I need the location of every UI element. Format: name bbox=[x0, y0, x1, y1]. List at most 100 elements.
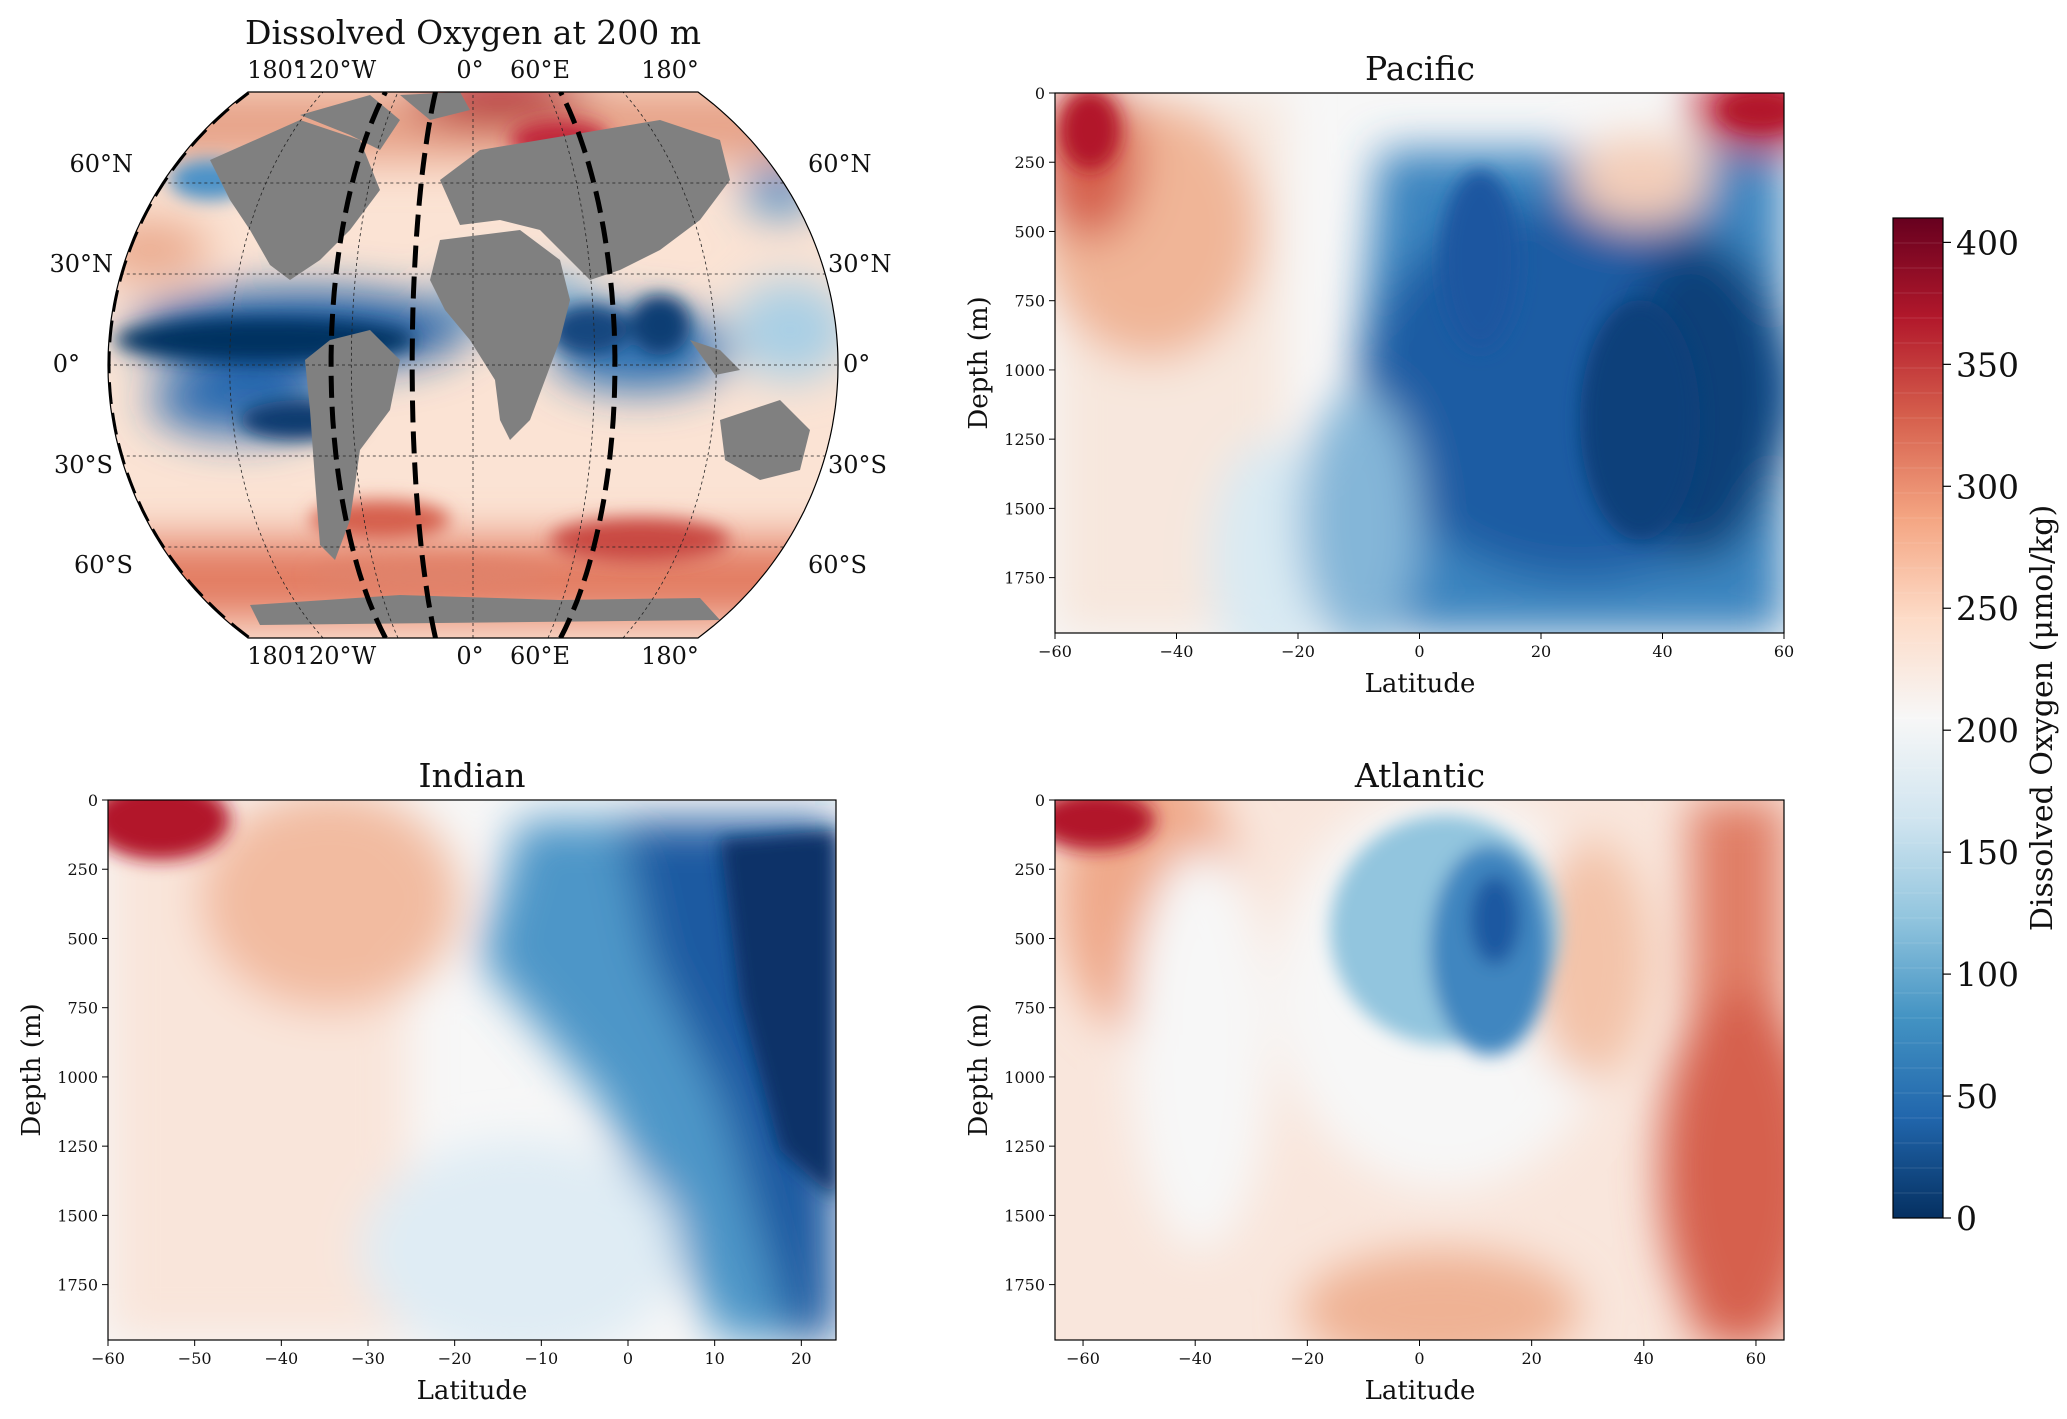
atlantic-field bbox=[1055, 800, 1784, 1340]
x-tick-label: 40 bbox=[1634, 1349, 1654, 1368]
colorbar-tick-label: 250 bbox=[1956, 589, 2019, 628]
map-graticule bbox=[108, 92, 838, 638]
atlantic-title: Atlantic bbox=[1354, 756, 1485, 795]
lat-label-left: 30°S bbox=[54, 451, 113, 479]
y-tick-label: 750 bbox=[1014, 999, 1045, 1018]
y-tick-label: 250 bbox=[1014, 153, 1045, 172]
indian-title: Indian bbox=[419, 756, 526, 795]
colorbar-fill bbox=[1893, 218, 1943, 1218]
y-tick-label: 0 bbox=[1035, 84, 1045, 103]
x-tick-label: 10 bbox=[704, 1349, 724, 1368]
y-tick-label: 1250 bbox=[1004, 430, 1045, 449]
x-tick-label: 20 bbox=[791, 1349, 811, 1368]
lat-label-left: 0° bbox=[53, 350, 80, 378]
y-tick-label: 1250 bbox=[1004, 1137, 1045, 1156]
indian-panel: Indian −60 −50 −40 −30 −20 −10 0 10 20 0 250 500 750… bbox=[17, 756, 837, 1406]
indian-xlabel: Latitude bbox=[417, 1376, 528, 1406]
meridian-line bbox=[547, 92, 596, 638]
map-outline bbox=[107, 91, 839, 639]
colorbar-tick-label: 300 bbox=[1956, 467, 2019, 506]
lat-label-left: 60°N bbox=[69, 150, 133, 178]
atlantic-xlabel: Latitude bbox=[1365, 1376, 1476, 1406]
lon-label-top: 180° bbox=[247, 56, 305, 84]
section-line bbox=[558, 92, 618, 638]
lat-label-right: 60°S bbox=[808, 551, 867, 579]
y-tick-label: 1750 bbox=[1004, 1276, 1045, 1295]
lon-label-bottom: 180° bbox=[641, 642, 699, 670]
x-tick-label: 40 bbox=[1652, 642, 1672, 661]
x-tick-label: 60 bbox=[1774, 642, 1794, 661]
y-tick-label: 1000 bbox=[1004, 361, 1045, 380]
colorbar-ticks: 0 50 100 150 200 250 300 350 400 bbox=[1943, 223, 2019, 1238]
x-tick-label: 20 bbox=[1521, 1349, 1541, 1368]
lon-label-bottom: 120°W bbox=[294, 642, 377, 670]
x-tick-label: −50 bbox=[178, 1349, 212, 1368]
x-tick-label: −60 bbox=[1066, 1349, 1100, 1368]
y-tick-label: 1500 bbox=[1004, 1206, 1045, 1225]
lon-label-bottom: 180° bbox=[247, 642, 305, 670]
pacific-ylabel: Depth (m) bbox=[964, 296, 994, 429]
lat-label-left: 60°S bbox=[74, 551, 133, 579]
y-tick-label: 250 bbox=[1014, 860, 1045, 879]
lat-label-left: 30°N bbox=[49, 250, 113, 278]
x-tick-label: 0 bbox=[623, 1349, 633, 1368]
y-tick-label: 1000 bbox=[57, 1068, 98, 1087]
colorbar-label: Dissolved Oxygen (μmol/kg) bbox=[2025, 505, 2060, 931]
lat-label-right: 0° bbox=[843, 350, 870, 378]
indian-field bbox=[108, 800, 836, 1340]
x-tick-label: −20 bbox=[1281, 642, 1315, 661]
colorbar-tick-label: 150 bbox=[1956, 833, 2019, 872]
indian-axes: −60 −50 −40 −30 −20 −10 0 10 20 0 250 500 750 1000 125… bbox=[57, 791, 811, 1368]
atlantic-ylabel: Depth (m) bbox=[964, 1003, 994, 1136]
atlantic-axes: −60 −40 −20 0 20 40 60 0 250 500 750 1000 1250 1500 17… bbox=[1004, 791, 1766, 1368]
lat-label-right: 30°S bbox=[828, 451, 887, 479]
lon-label-top: 180° bbox=[641, 56, 699, 84]
colorbar: 0 50 100 150 200 250 300 350 400 Dissolved Oxyge… bbox=[1892, 217, 2060, 1238]
map-coordinate-labels: 180°120°W 0° 60°E 180°180°120°W 0° 60°E 180°60… bbox=[49, 56, 891, 670]
pacific-title: Pacific bbox=[1365, 49, 1475, 88]
x-tick-label: −30 bbox=[351, 1349, 385, 1368]
y-tick-label: 250 bbox=[67, 860, 98, 879]
lon-label-bottom: 0° bbox=[456, 642, 483, 670]
x-tick-label: 0 bbox=[1414, 1349, 1424, 1368]
y-tick-label: 500 bbox=[1014, 929, 1045, 948]
x-tick-label: −60 bbox=[91, 1349, 125, 1368]
y-tick-label: 1500 bbox=[57, 1206, 98, 1225]
y-tick-label: 1000 bbox=[1004, 1068, 1045, 1087]
x-tick-label: 0 bbox=[1414, 642, 1424, 661]
meridian-line bbox=[229, 92, 324, 638]
colorbar-tick-label: 100 bbox=[1956, 955, 2019, 994]
lon-label-top: 0° bbox=[456, 56, 483, 84]
y-tick-label: 500 bbox=[67, 929, 98, 948]
indian-axes-frame bbox=[107, 799, 837, 1341]
indian-ylabel: Depth (m) bbox=[17, 1003, 47, 1136]
x-tick-label: −20 bbox=[1290, 1349, 1324, 1368]
x-tick-label: −40 bbox=[1178, 1349, 1212, 1368]
lat-label-right: 60°N bbox=[808, 150, 872, 178]
x-tick-label: −60 bbox=[1038, 642, 1072, 661]
meridian-line bbox=[350, 92, 399, 638]
map-field bbox=[108, 92, 838, 638]
x-tick-label: 20 bbox=[1531, 642, 1551, 661]
colorbar-tick-label: 400 bbox=[1956, 223, 2019, 262]
map-panel: Dissolved Oxygen at 200 m bbox=[49, 13, 891, 670]
y-tick-label: 1250 bbox=[57, 1137, 98, 1156]
colorbar-tick-label: 50 bbox=[1956, 1077, 1998, 1116]
atlantic-panel: Atlantic −60 −40 −20 0 20 40 60 0 250 500 750 1000 1… bbox=[964, 756, 1785, 1406]
y-tick-label: 750 bbox=[1014, 292, 1045, 311]
lon-label-bottom: 60°E bbox=[510, 642, 570, 670]
pacific-xlabel: Latitude bbox=[1365, 669, 1476, 699]
meridian-line bbox=[622, 92, 717, 638]
colorbar-bands bbox=[1893, 242, 1943, 1194]
pacific-field bbox=[1055, 93, 1784, 633]
y-tick-label: 500 bbox=[1014, 222, 1045, 241]
map-title: Dissolved Oxygen at 200 m bbox=[245, 13, 701, 52]
y-tick-label: 1500 bbox=[1004, 499, 1045, 518]
pacific-panel: Pacific −60 −40 −20 0 20 bbox=[964, 49, 1794, 699]
colorbar-tick-label: 350 bbox=[1956, 345, 2019, 384]
lon-label-top: 60°E bbox=[510, 56, 570, 84]
x-tick-label: −40 bbox=[1160, 642, 1194, 661]
pacific-axes: −60 −40 −20 0 20 40 60 0 250 500 750 1000 1250 1500 17… bbox=[1004, 84, 1794, 661]
colorbar-tick-label: 0 bbox=[1956, 1199, 1977, 1238]
